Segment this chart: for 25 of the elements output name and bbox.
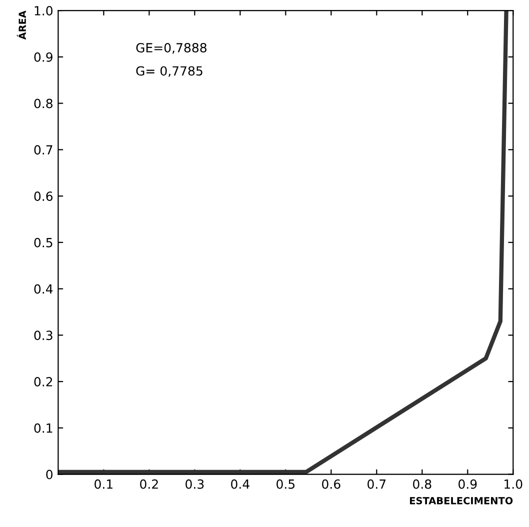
x-tick-label: 1.0 — [504, 479, 522, 489]
y-tick-label: 0.9 — [34, 52, 52, 62]
x-tick-label: 0.2 — [140, 479, 158, 489]
y-tick-label: 0.6 — [34, 192, 53, 201]
x-tick-label: 0.9 — [458, 479, 477, 489]
y-tick-label: 0.5 — [34, 238, 52, 248]
x-tick-label: 0.7 — [368, 479, 386, 489]
x-tick-label: 0.5 — [276, 479, 295, 489]
x-tick-label: 0.4 — [231, 479, 250, 489]
annotation: GE=0,7888 — [136, 43, 206, 54]
y-tick-label: 0.8 — [34, 98, 52, 108]
y-tick-label: 0.2 — [34, 377, 52, 386]
x-tick-label: 0.1 — [94, 479, 112, 489]
y-tick-label: 0.7 — [34, 145, 52, 155]
y-tick-label: 0.1 — [34, 423, 52, 433]
y-tick-label: 0.4 — [34, 284, 53, 294]
x-tick-label: 0.3 — [186, 479, 204, 489]
annotation: G= 0,7785 — [136, 66, 202, 77]
y-tick-label: 0 — [46, 470, 52, 480]
y-tick-label: 1.0 — [34, 6, 52, 16]
x-tick-label: 0.6 — [322, 479, 340, 489]
x-tick-label: 0.8 — [413, 479, 432, 489]
y-axis-title: ÁREA — [16, 10, 26, 40]
x-axis-title: ESTABELECIMENTO — [410, 496, 513, 504]
y-tick-label: 0.3 — [34, 330, 52, 340]
